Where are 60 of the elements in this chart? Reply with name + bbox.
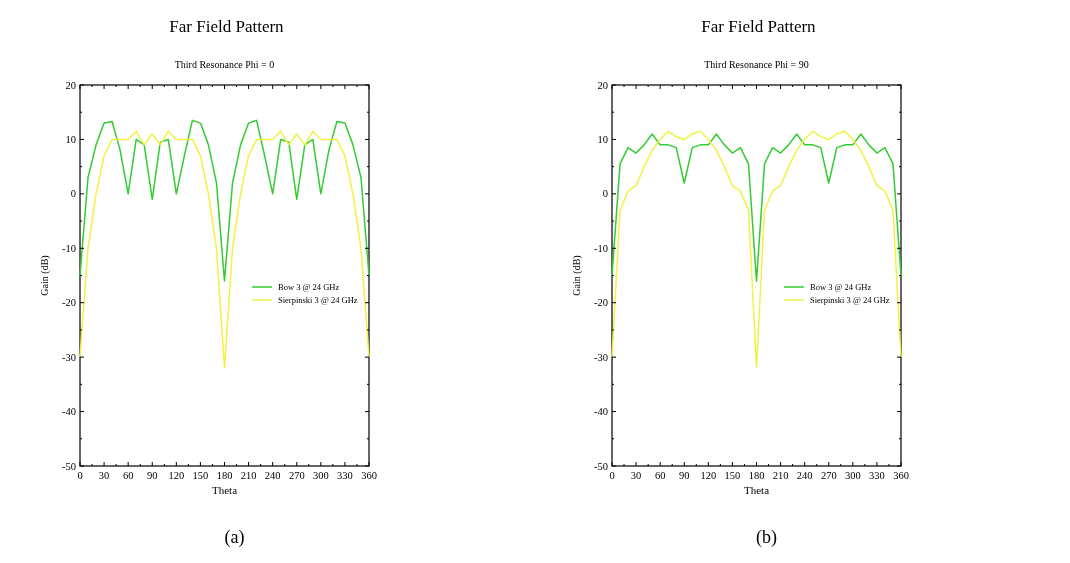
line-series bbox=[611, 133, 902, 282]
x-tick-label: 300 bbox=[312, 470, 329, 481]
x-tick-label: 210 bbox=[772, 470, 789, 481]
y-tick-label: 10 bbox=[65, 133, 76, 145]
x-tick-label: 150 bbox=[192, 470, 209, 481]
y-tick-label: 0 bbox=[70, 188, 76, 200]
chart-subtitle: Third Resonance Phi = 90 bbox=[704, 59, 809, 70]
x-tick-label: 120 bbox=[700, 470, 717, 481]
x-tick-label: 330 bbox=[337, 470, 353, 481]
x-tick-label: 210 bbox=[240, 470, 257, 481]
y-axis-title: Gain (dB) bbox=[571, 255, 583, 296]
x-tick-label: 270 bbox=[820, 470, 837, 481]
y-tick-label: -50 bbox=[594, 460, 608, 472]
y-tick-label: -30 bbox=[62, 351, 76, 363]
x-tick-label: 60 bbox=[654, 470, 666, 481]
y-tick-label: -40 bbox=[594, 406, 608, 418]
y-tick-label: -20 bbox=[62, 297, 76, 309]
text: (a) bbox=[224, 527, 245, 548]
y-tick-label: -40 bbox=[62, 406, 76, 418]
legend-label: Bow 3 @ 24 GHz bbox=[810, 282, 872, 292]
chart-subtitle: Third Resonance Phi = 0 bbox=[174, 59, 275, 70]
line-series bbox=[611, 130, 902, 369]
y-tick-label: 0 bbox=[602, 188, 608, 200]
x-tick-label: 360 bbox=[893, 470, 909, 481]
x-tick-label: 240 bbox=[796, 470, 813, 481]
legend-label: Sierpinski 3 @ 24 GHz bbox=[278, 295, 358, 305]
y-tick-label: -30 bbox=[594, 351, 608, 363]
line-series bbox=[79, 119, 370, 282]
x-tick-label: 240 bbox=[264, 470, 281, 481]
text: (b) bbox=[756, 527, 777, 548]
x-tick-label: 30 bbox=[630, 470, 642, 481]
x-tick-label: 60 bbox=[122, 470, 134, 481]
x-axis-title: Theta bbox=[211, 484, 238, 496]
x-tick-label: 0 bbox=[77, 470, 83, 481]
y-tick-label: -10 bbox=[594, 242, 608, 254]
y-tick-label: 10 bbox=[597, 133, 608, 145]
x-tick-label: 120 bbox=[168, 470, 185, 481]
x-axis-title: Theta bbox=[743, 484, 770, 496]
x-tick-label: 90 bbox=[679, 470, 690, 481]
x-tick-label: 30 bbox=[98, 470, 110, 481]
x-tick-label: 180 bbox=[216, 470, 233, 481]
legend-label: Bow 3 @ 24 GHz bbox=[278, 282, 340, 292]
y-tick-label: -10 bbox=[62, 242, 76, 254]
x-tick-label: 360 bbox=[361, 470, 377, 481]
x-tick-label: 330 bbox=[869, 470, 885, 481]
x-tick-label: 300 bbox=[844, 470, 861, 481]
chart-title: Far Field Pattern bbox=[701, 17, 817, 36]
y-axis-title: Gain (dB) bbox=[39, 255, 51, 296]
legend-label: Sierpinski 3 @ 24 GHz bbox=[810, 295, 890, 305]
y-tick-label: 20 bbox=[597, 79, 608, 91]
x-tick-label: 90 bbox=[147, 470, 158, 481]
x-tick-label: 150 bbox=[724, 470, 741, 481]
x-tick-label: 0 bbox=[609, 470, 615, 481]
y-tick-label: -50 bbox=[62, 460, 76, 472]
y-tick-label: 20 bbox=[65, 79, 76, 91]
x-tick-label: 180 bbox=[748, 470, 765, 481]
x-tick-label: 270 bbox=[288, 470, 305, 481]
line-series bbox=[79, 130, 370, 369]
y-tick-label: -20 bbox=[594, 297, 608, 309]
chart-title: Far Field Pattern bbox=[169, 17, 285, 36]
